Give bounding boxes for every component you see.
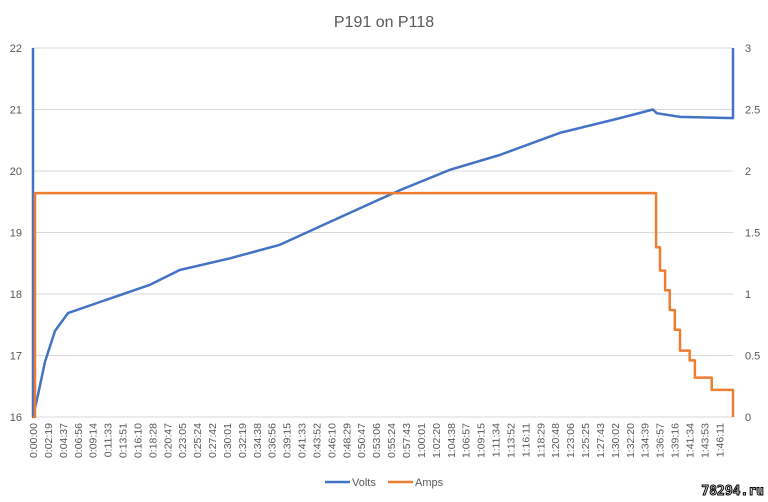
y2-tick-label: 0.5 bbox=[745, 351, 760, 363]
x-tick-label: 0:25:24 bbox=[192, 423, 204, 458]
x-tick-label: 0:53:06 bbox=[371, 423, 383, 458]
x-tick-label: 0:57:43 bbox=[401, 423, 413, 458]
x-tick-label: 1:09:15 bbox=[476, 423, 488, 458]
watermark: 78294.ru bbox=[701, 484, 765, 500]
x-tick-label: 0:09:14 bbox=[88, 423, 100, 458]
series-line-volts bbox=[31, 48, 735, 419]
x-tick-label: 0:39:15 bbox=[282, 423, 294, 458]
x-tick-label: 1:02:20 bbox=[431, 423, 443, 458]
x-tick-label: 1:39:16 bbox=[670, 423, 682, 458]
x-tick-label: 1:25:25 bbox=[580, 423, 592, 458]
x-tick-label: 0:16:10 bbox=[132, 423, 144, 458]
x-tick-label: 1:43:53 bbox=[699, 423, 711, 458]
y-tick-label: 20 bbox=[10, 166, 22, 178]
x-tick-label: 1:16:11 bbox=[520, 423, 532, 457]
x-tick-label: 0:32:19 bbox=[237, 423, 249, 458]
x-tick-label: 1:04:38 bbox=[446, 423, 458, 458]
y2-tick-label: 1.5 bbox=[745, 228, 760, 240]
x-tick-label: 1:46:11 bbox=[714, 423, 726, 457]
legend-label-volts: Volts bbox=[352, 477, 376, 489]
x-tick-label: 0:06:56 bbox=[73, 423, 85, 458]
y-tick-label: 19 bbox=[10, 228, 22, 240]
x-tick-label: 0:34:38 bbox=[252, 423, 264, 458]
y2-tick-label: 2.5 bbox=[745, 105, 760, 117]
series-line-amps bbox=[33, 191, 735, 419]
x-tick-label: 0:04:37 bbox=[58, 423, 70, 458]
y-tick-label: 22 bbox=[10, 43, 22, 55]
x-tick-label: 0:50:47 bbox=[356, 423, 368, 458]
y-tick-label: 21 bbox=[10, 105, 22, 117]
x-tick-label: 0:36:56 bbox=[267, 423, 279, 458]
x-tick-label: 1:41:34 bbox=[684, 423, 696, 458]
x-tick-label: 0:43:52 bbox=[311, 423, 323, 458]
x-tick-label: 0:20:47 bbox=[162, 423, 174, 458]
x-tick-label: 0:41:33 bbox=[297, 423, 309, 458]
x-tick-label: 0:55:24 bbox=[386, 423, 398, 458]
x-tick-label: 0:23:05 bbox=[177, 423, 189, 458]
x-tick-label: 0:02:19 bbox=[43, 423, 55, 458]
legend-label-amps: Amps bbox=[415, 477, 444, 489]
x-tick-label: 1:06:57 bbox=[461, 423, 473, 458]
x-tick-label: 0:27:42 bbox=[207, 423, 219, 458]
y2-tick-label: 2 bbox=[745, 166, 751, 178]
x-tick-label: 1:32:20 bbox=[625, 423, 637, 458]
x-tick-label: 0:18:28 bbox=[147, 423, 159, 458]
chart-title: P191 on P118 bbox=[334, 14, 434, 31]
x-tick-label: 1:00:01 bbox=[416, 423, 428, 458]
y-tick-label: 18 bbox=[10, 289, 22, 301]
x-tick-label: 0:11:33 bbox=[103, 423, 115, 457]
x-tick-label: 1:20:48 bbox=[550, 423, 562, 458]
y-tick-label: 17 bbox=[10, 351, 22, 363]
x-tick-label: 1:11:34 bbox=[491, 423, 503, 457]
x-tick-label: 0:13:51 bbox=[118, 423, 130, 458]
x-tick-label: 1:13:52 bbox=[505, 423, 517, 458]
x-tick-label: 1:36:57 bbox=[655, 423, 667, 458]
y2-tick-label: 0 bbox=[745, 412, 751, 424]
y2-tick-label: 3 bbox=[745, 43, 751, 55]
x-tick-label: 1:23:06 bbox=[565, 423, 577, 458]
y2-tick-label: 1 bbox=[745, 289, 751, 301]
x-tick-label: 0:00:00 bbox=[28, 423, 40, 458]
y-tick-label: 16 bbox=[10, 412, 22, 424]
x-tick-label: 0:46:10 bbox=[326, 423, 338, 458]
x-tick-label: 1:30:02 bbox=[610, 423, 622, 458]
x-tick-label: 1:18:29 bbox=[535, 423, 547, 458]
x-tick-label: 0:48:29 bbox=[341, 423, 353, 458]
x-tick-label: 0:30:01 bbox=[222, 423, 234, 458]
x-tick-label: 1:34:39 bbox=[640, 423, 652, 458]
x-tick-label: 1:27:43 bbox=[595, 423, 607, 458]
